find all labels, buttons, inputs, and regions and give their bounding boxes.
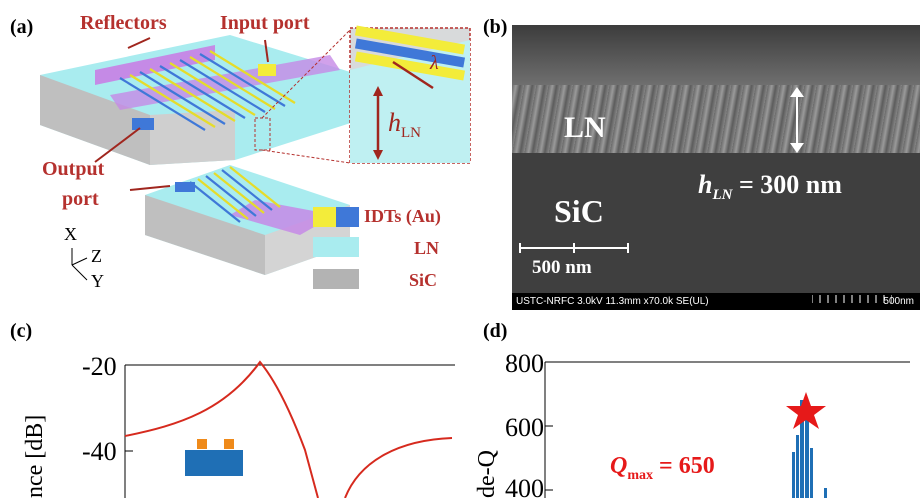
- sem-info-scale: 500nm: [883, 296, 914, 307]
- sem-image: LN SiC hLN = 300 nm 500 nm USTC-NRFC 3.0…: [512, 25, 920, 310]
- inset-electrode-left: [197, 439, 207, 449]
- plot-c-tick-label-20: -20: [82, 352, 117, 381]
- input-pad: [258, 64, 276, 76]
- label-h-ln: hLN: [388, 108, 421, 142]
- plot-c-curve: [124, 360, 453, 498]
- q-histogram: [544, 361, 910, 498]
- zoom-guide-top: [261, 29, 351, 119]
- plot-d-tick-label-400: 400: [505, 474, 544, 503]
- legend-swatches: [313, 207, 359, 289]
- plot-c-tick-label-40: -40: [82, 437, 117, 466]
- upper-idt-fingers: [119, 50, 296, 131]
- coordinate-axes-icon: [71, 248, 88, 281]
- label-reflectors: Reflectors: [80, 12, 167, 34]
- sem-vacuum-region: [512, 25, 920, 85]
- zoom-inset: [349, 25, 471, 164]
- qmax-label: Qmax = 650: [610, 453, 715, 483]
- plot-d-bars: [792, 400, 827, 498]
- plot-d-tick-label-600: 600: [505, 413, 544, 442]
- sem-info-text: USTC-NRFC 3.0kV 11.3mm x70.0k SE(UL): [516, 296, 709, 307]
- plot-c-ylabel: nce [dB]: [22, 414, 48, 498]
- label-output-port-line1: Output: [42, 158, 105, 180]
- axis-z-label: Z: [91, 246, 102, 266]
- lower-output-pad: [175, 182, 195, 192]
- inset-electrode-right: [224, 439, 234, 449]
- sem-thickness-label: hLN = 300 nm: [698, 170, 842, 204]
- sem-info-bar: USTC-NRFC 3.0kV 11.3mm x70.0k SE(UL) 500…: [512, 293, 920, 310]
- legend-sic: SiC: [409, 270, 438, 290]
- legend-ln: LN: [414, 238, 440, 258]
- plot-d-ylabel: de-Q: [474, 450, 500, 498]
- axis-x-label: X: [64, 224, 77, 244]
- sem-info-ticks: [812, 295, 892, 303]
- label-lambda: λ: [430, 52, 439, 74]
- device-schematic: [40, 25, 471, 289]
- sem-scalebar: [519, 243, 629, 253]
- lower-idt-fingers: [189, 166, 281, 223]
- sem-sic-substrate: [512, 153, 920, 293]
- sem-scalebar-label: 500 nm: [532, 257, 592, 278]
- callout-arrows: [94, 37, 269, 191]
- panel-label-d: (d): [483, 320, 508, 342]
- panel-label-a: (a): [10, 16, 34, 38]
- legend-idts: IDTs (Au): [364, 206, 441, 226]
- axis-y-label: Y: [91, 271, 104, 291]
- zoom-guide-bottom: [261, 149, 351, 164]
- plot-d-tick-label-800: 800: [505, 349, 544, 378]
- sem-ln-layer: [512, 85, 920, 153]
- output-pad: [132, 118, 154, 130]
- panel-label-b: (b): [483, 16, 508, 38]
- admittance-plot: [124, 360, 455, 498]
- zoom-source-box: [254, 117, 271, 151]
- sem-label-sic: SiC: [554, 193, 604, 229]
- panel-label-c: (c): [10, 320, 33, 342]
- qmax-star-icon: [786, 392, 826, 429]
- inset-substrate: [185, 450, 243, 476]
- thickness-arrow: [790, 87, 804, 153]
- sem-label-ln: LN: [564, 111, 606, 144]
- label-output-port-line2: port: [62, 188, 99, 210]
- label-input-port: Input port: [220, 12, 310, 34]
